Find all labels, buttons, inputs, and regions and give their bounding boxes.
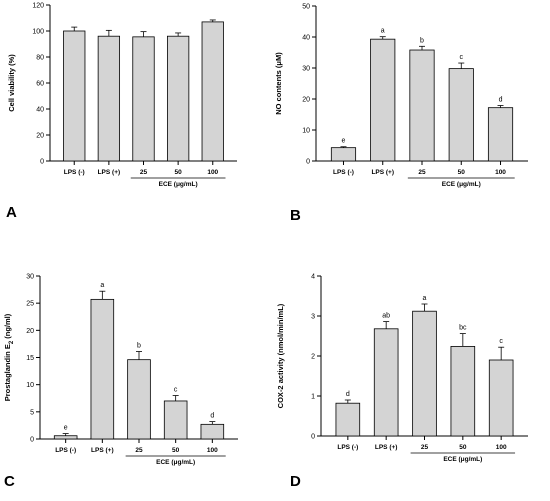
panel-c-category-label: 50 — [172, 447, 180, 454]
panel-b-category-label: 25 — [418, 169, 426, 176]
panel-b-y-tick-label: 20 — [302, 97, 310, 104]
panel-c-category-label: LPS (-) — [55, 447, 76, 454]
panel-a-bar — [132, 36, 155, 162]
panel-d-category-label: LPS (-) — [337, 444, 358, 451]
panel-c-significance-letter: c — [174, 387, 178, 394]
panel-c-y-tick-label: 5 — [30, 409, 34, 416]
panel-b-y-tick-label: 10 — [302, 128, 310, 135]
panel-d-y-tick-label: 2 — [311, 354, 315, 361]
panel-a-y-tick-label: 0 — [40, 159, 44, 166]
panel-b-category-label: 50 — [458, 169, 466, 176]
panel-a-group-label: ECE (μg/mL) — [159, 181, 198, 188]
panel-d-bar — [412, 310, 437, 437]
panel-b-y-tick-label: 50 — [302, 4, 310, 11]
panel-a-category-label: 50 — [175, 169, 183, 176]
panel-d-significance-letter: c — [499, 338, 503, 345]
panel-d-category-label: 50 — [459, 444, 467, 451]
panel-c-y-tick-label: 10 — [26, 382, 34, 389]
panel-c-y-axis-label: Prostaglandin E2 (ng/ml) — [3, 313, 15, 401]
panel-b-bar — [448, 68, 474, 162]
panel-c-bar — [163, 400, 188, 440]
panel-a-y-tick-label: 100 — [32, 29, 44, 36]
panel-b-y-tick-label: 40 — [302, 35, 310, 42]
panel-d-bar — [373, 328, 399, 437]
panel-c-y-tick-label: 30 — [26, 274, 34, 281]
panel-a-bar — [97, 35, 121, 162]
panel-c-category-label: 100 — [207, 447, 218, 454]
panel-a-bar — [166, 35, 190, 162]
panel-c-significance-letter: b — [137, 343, 141, 350]
panel-c-y-tick-label: 0 — [30, 437, 34, 444]
panel-c-y-tick-label: 15 — [26, 355, 34, 362]
panel-d-significance-letter: a — [423, 295, 427, 302]
panel-b-y-axis-label: NO contents (μM) — [274, 52, 283, 115]
panel-d-category-label: 25 — [421, 444, 429, 451]
panel-c-significance-letter: e — [64, 425, 68, 432]
panel-a-category-label: 25 — [140, 169, 148, 176]
panel-d-bar — [335, 402, 361, 437]
panel-a-y-tick-label: 60 — [36, 81, 44, 88]
panel-b-significance-letter: d — [499, 97, 503, 104]
panel-a-category-label: LPS (+) — [98, 169, 121, 176]
panel-b-letter: B — [290, 207, 301, 224]
panel-b-category-label: LPS (+) — [371, 169, 394, 176]
panel-d-y-tick-label: 1 — [311, 394, 315, 401]
panel-a-y-tick-label: 40 — [36, 107, 44, 114]
panel-c-y-tick-label: 25 — [26, 301, 34, 308]
panel-b-y-tick-label: 0 — [306, 159, 310, 166]
panel-a-y-axis-label: Cell viability (%) — [7, 54, 16, 112]
panel-b-significance-letter: e — [342, 138, 346, 145]
panel-b-bar — [330, 147, 357, 162]
panel-d-category-label: 100 — [496, 444, 507, 451]
panel-c-bar — [200, 423, 225, 440]
panel-c-bar — [90, 298, 115, 440]
panel-b-significance-letter: b — [420, 37, 424, 44]
panel-c-group-label: ECE (μg/mL) — [156, 459, 195, 466]
panel-c-category-label: 25 — [135, 447, 143, 454]
panel-d-bar — [488, 359, 514, 437]
panel-d-y-tick-label: 4 — [311, 274, 315, 281]
panel-c-significance-letter: d — [210, 413, 214, 420]
panel-c-y-tick-label: 20 — [26, 328, 34, 335]
panel-a-category-label: LPS (-) — [64, 169, 85, 176]
panel-b-bar — [487, 107, 514, 162]
panel-a-letter: A — [6, 204, 17, 221]
panel-d-group-label: ECE (μg/mL) — [443, 456, 482, 463]
panel-d-bar — [450, 345, 476, 437]
panel-c-bar — [127, 359, 151, 440]
panel-a-y-tick-label: 120 — [32, 3, 44, 10]
panel-d-y-tick-label: 3 — [311, 314, 315, 321]
panel-d-category-label: LPS (+) — [375, 444, 398, 451]
panel-d-significance-letter: d — [346, 391, 350, 398]
panel-d-letter: D — [290, 473, 301, 490]
panel-a-category-label: 100 — [207, 169, 218, 176]
panel-d-significance-letter: bc — [459, 325, 467, 332]
panel-d-y-tick-label: 0 — [311, 434, 315, 441]
panel-c-letter: C — [4, 473, 15, 490]
panel-c-category-label: LPS (+) — [91, 447, 114, 454]
panel-b-bar — [370, 38, 396, 162]
panel-b-category-label: 100 — [495, 169, 506, 176]
panel-b-y-tick-label: 30 — [302, 66, 310, 73]
panel-b-category-label: LPS (-) — [333, 169, 354, 176]
panel-a-bar — [201, 21, 224, 162]
panel-a-bar — [63, 30, 86, 162]
panel-d-y-axis-label: COX-2 activity (nmol/min/mL) — [276, 303, 285, 408]
panel-a-y-tick-label: 80 — [36, 55, 44, 62]
panel-a-y-tick-label: 20 — [36, 133, 44, 140]
panel-c-significance-letter: a — [100, 282, 104, 289]
panel-b-significance-letter: a — [381, 28, 385, 35]
panel-b-group-label: ECE (μg/mL) — [442, 181, 481, 188]
panel-c-bar — [53, 435, 78, 440]
panel-b-bar — [409, 49, 435, 162]
panel-b-significance-letter: c — [460, 54, 464, 61]
panel-d-significance-letter: ab — [382, 313, 390, 320]
